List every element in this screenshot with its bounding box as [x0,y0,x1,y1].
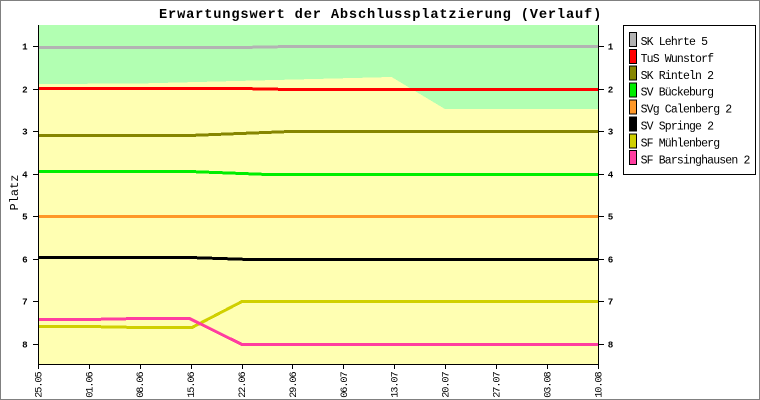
svg-text:SF Barsinghausen 2: SF Barsinghausen 2 [641,154,751,167]
svg-text:06.07: 06.07 [340,372,351,398]
svg-text:8: 8 [22,339,28,350]
svg-text:4: 4 [22,169,28,180]
svg-text:Platz: Platz [8,174,22,210]
svg-text:Erwartungswert der Abschlusspl: Erwartungswert der Abschlussplatzierung … [159,8,602,23]
svg-text:SK Rinteln 2: SK Rinteln 2 [641,70,715,83]
svg-text:3: 3 [22,126,28,137]
svg-text:SV Springe 2: SV Springe 2 [641,121,715,134]
svg-text:20.07: 20.07 [442,372,453,398]
svg-text:25.05: 25.05 [34,372,45,398]
svg-text:27.07: 27.07 [493,372,504,398]
svg-text:7: 7 [22,296,28,307]
svg-text:TuS Wunstorf: TuS Wunstorf [641,53,715,66]
svg-text:5: 5 [22,211,28,222]
svg-text:22.06: 22.06 [238,372,249,398]
svg-text:1: 1 [22,41,28,52]
svg-text:6: 6 [608,254,614,265]
svg-text:08.06: 08.06 [136,372,147,398]
svg-text:SF Mühlenberg: SF Mühlenberg [641,137,720,150]
svg-text:4: 4 [608,169,614,180]
svg-text:2: 2 [22,84,28,95]
svg-text:7: 7 [608,296,614,307]
svg-text:3: 3 [608,126,614,137]
svg-text:SK Lehrte 5: SK Lehrte 5 [641,36,709,49]
svg-text:29.06: 29.06 [289,372,300,398]
svg-text:SV Bückeburg: SV Bückeburg [641,87,714,100]
svg-text:01.06: 01.06 [85,372,96,398]
svg-text:SVg Calenberg 2: SVg Calenberg 2 [641,104,733,117]
svg-text:03.08: 03.08 [543,372,554,398]
svg-text:8: 8 [608,339,614,350]
svg-text:2: 2 [608,84,614,95]
svg-text:10.08: 10.08 [594,372,605,398]
svg-text:15.06: 15.06 [187,372,198,398]
svg-text:5: 5 [608,211,614,222]
svg-text:13.07: 13.07 [391,372,402,398]
svg-text:6: 6 [22,254,28,265]
svg-text:1: 1 [608,41,614,52]
